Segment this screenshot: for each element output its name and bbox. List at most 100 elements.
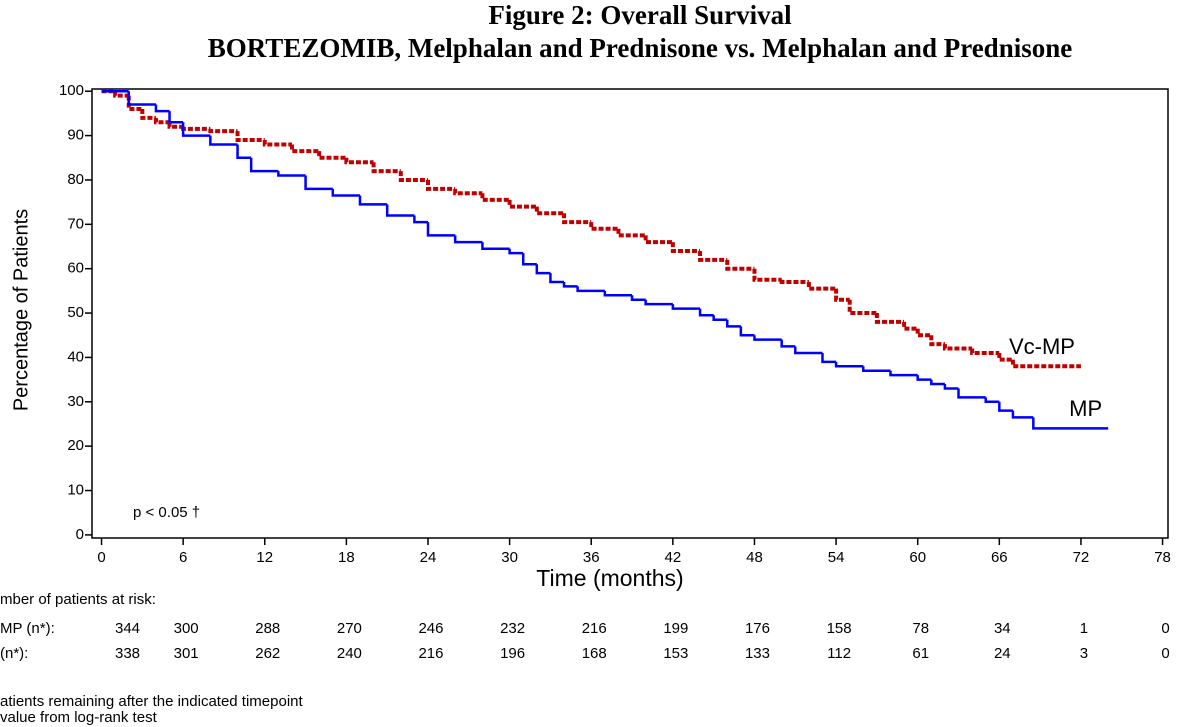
risk-value: 301 (174, 645, 199, 662)
x-tick-label: 78 (1154, 549, 1171, 566)
survival-step (521, 253, 537, 266)
x-tick-label: 30 (501, 549, 518, 566)
survival-step (508, 248, 524, 255)
risk-row-label: (n*): (0, 645, 28, 662)
risk-value: 168 (582, 645, 607, 662)
y-tick-label: 70 (67, 215, 84, 232)
survival-step (916, 375, 932, 381)
survival-step (262, 140, 292, 147)
risk-value: 344 (115, 620, 140, 637)
survival-step (889, 370, 918, 377)
survival-step (1011, 410, 1034, 419)
survival-step (562, 213, 592, 225)
curve-label: Vc-MP (1009, 334, 1075, 359)
survival-step (168, 111, 184, 124)
survival-step (997, 352, 1013, 362)
survival-step (753, 335, 782, 341)
survival-step (113, 91, 129, 98)
survival-step (562, 281, 578, 288)
survival-step (371, 162, 401, 174)
survival-step (127, 91, 156, 106)
chart-subtitle: BORTEZOMIB, Melphalan and Prednisone vs.… (208, 33, 1072, 63)
survival-step (167, 122, 184, 129)
survival-step (208, 128, 238, 134)
survival-step (698, 250, 728, 262)
x-tick-label: 0 (97, 549, 105, 566)
risk-value: 153 (663, 645, 688, 662)
y-tick-label: 50 (67, 304, 84, 321)
x-tick-label: 54 (828, 549, 845, 566)
survival-step (847, 299, 877, 316)
y-tick-label: 10 (67, 481, 84, 498)
survival-step (153, 117, 170, 125)
survival-step (643, 235, 673, 245)
survival-step (126, 95, 143, 111)
risk-value: 1 (1080, 620, 1088, 637)
survival-step (181, 126, 211, 131)
y-axis-label: Percentage of Patients (10, 209, 32, 411)
footnote: atients remaining after the indicated ti… (0, 693, 304, 710)
survival-step (970, 348, 1000, 355)
risk-value: 176 (745, 620, 770, 637)
survival-step (181, 122, 211, 137)
risk-value: 78 (912, 620, 929, 637)
x-tick-label: 60 (909, 549, 926, 566)
survival-step (289, 144, 320, 154)
y-tick-label: 80 (67, 171, 84, 188)
risk-value: 24 (994, 645, 1011, 662)
survival-step (779, 279, 809, 284)
survival-step (630, 295, 646, 301)
survival-step (644, 299, 673, 306)
risk-value: 270 (337, 620, 362, 637)
risk-value: 133 (745, 645, 770, 662)
survival-step (277, 171, 306, 177)
risk-value: 300 (174, 620, 199, 637)
survival-step (752, 268, 782, 282)
survival-step (140, 108, 156, 120)
chart-title: Figure 2: Overall Survival (488, 0, 792, 30)
survival-step (317, 151, 347, 160)
x-tick-label: 36 (583, 549, 600, 566)
survival-step (874, 313, 905, 324)
risk-value: 3 (1080, 645, 1088, 662)
survival-step (331, 188, 360, 197)
survival-step (698, 308, 714, 317)
risk-value: 338 (115, 645, 140, 662)
survival-step (426, 222, 456, 237)
survival-step (344, 157, 374, 165)
survival-step (507, 199, 537, 209)
risk-value: 112 (827, 645, 851, 662)
survival-step (480, 193, 510, 202)
survival-step (481, 242, 510, 250)
survival-step (726, 319, 741, 328)
risk-value: 232 (500, 620, 525, 637)
survival-step (576, 286, 605, 293)
survival-step (834, 361, 864, 368)
risk-value: 288 (255, 620, 280, 637)
y-tick-label: 20 (67, 437, 84, 454)
x-tick-label: 42 (665, 549, 682, 566)
survival-step (821, 352, 837, 364)
survival-step (589, 222, 619, 231)
survival-step (453, 235, 483, 244)
survival-step (535, 264, 551, 275)
survival-step (930, 379, 945, 386)
survival-step (957, 388, 986, 399)
survival-step (902, 321, 918, 331)
survival-step (425, 179, 456, 191)
survival-step (603, 290, 633, 297)
survival-step (209, 135, 238, 146)
survival-step (984, 397, 1000, 404)
survival-step (453, 188, 483, 196)
survival-step (385, 204, 415, 217)
x-tick-label: 72 (1073, 549, 1090, 566)
survival-step (834, 288, 850, 302)
survival-step (806, 281, 837, 291)
survival-step (998, 401, 1013, 412)
x-tick-label: 66 (991, 549, 1008, 566)
annotation: p < 0.05 † (133, 504, 200, 521)
y-tick-label: 90 (67, 127, 84, 144)
x-axis-label: Time (months) (536, 565, 683, 591)
y-tick-label: 100 (59, 82, 84, 99)
survival-step (725, 259, 755, 271)
